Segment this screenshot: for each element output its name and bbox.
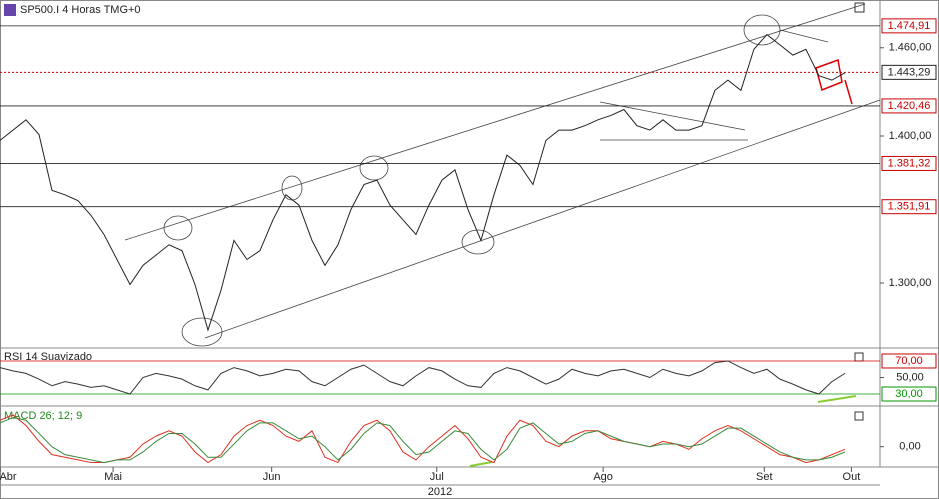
- x-tick-label: Set: [756, 471, 773, 483]
- panel-title: RSI 14 Suavizado: [4, 351, 92, 363]
- annotations: [4, 2, 881, 467]
- level-label-box: [881, 155, 937, 171]
- x-tick-label: Ago: [593, 471, 613, 483]
- x-tick-label: Out: [843, 471, 861, 483]
- y-tick-label: 1.400,00: [889, 130, 932, 142]
- line: [0, 33, 846, 332]
- x-tick-label: Abr: [0, 471, 17, 483]
- current-price-label: 1.443,29: [888, 66, 931, 78]
- x-axis-label: 2012: [428, 486, 452, 498]
- level-label: 1.420,46: [888, 100, 931, 112]
- level-label: 1.351,91: [888, 201, 931, 213]
- line: [0, 360, 846, 395]
- level-label-box: [881, 386, 937, 402]
- level-label: 1.474,91: [888, 20, 931, 32]
- current-price-box: [881, 64, 937, 80]
- x-tick-label: Mai: [104, 471, 122, 483]
- y-tick-label: 1.460,00: [889, 42, 932, 54]
- y-tick-label: 0,00: [899, 441, 920, 453]
- level-label: 70,00: [895, 355, 923, 367]
- y-tick-label: 1.300,00: [889, 277, 932, 289]
- level-label-box: [881, 199, 937, 215]
- level-label: 30,00: [895, 388, 923, 400]
- panel-title: MACD 26; 12; 9: [4, 410, 82, 422]
- y-tick-label: 50,00: [896, 371, 924, 383]
- x-tick-label: Jun: [263, 471, 281, 483]
- x-tick-label: Jul: [430, 471, 444, 483]
- level-label: 1.381,32: [888, 157, 931, 169]
- line: [0, 417, 846, 464]
- level-label-box: [881, 353, 937, 369]
- chart-title: SP500.I 4 Horas TMG+0: [20, 4, 141, 16]
- level-label-box: [881, 98, 937, 114]
- level-label-box: [881, 18, 937, 34]
